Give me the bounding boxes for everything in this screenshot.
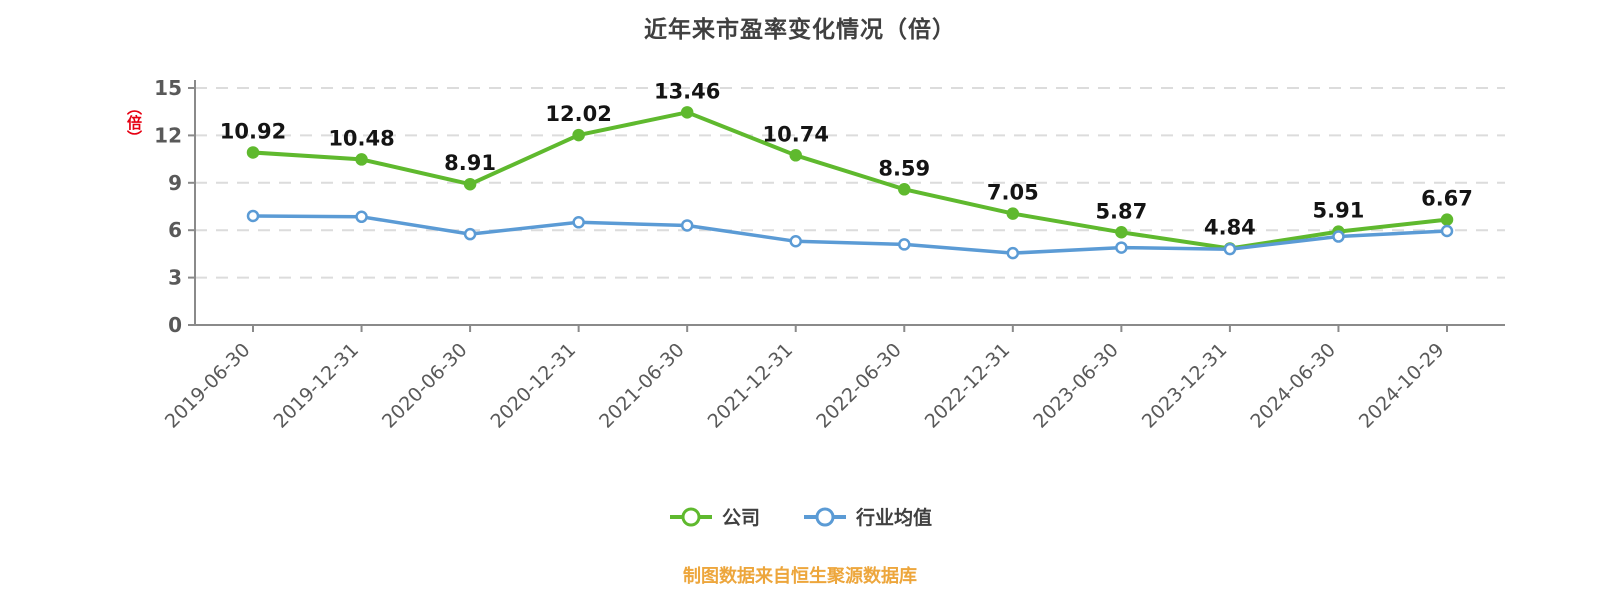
data-point-marker (680, 219, 694, 232)
data-point-marker (1440, 213, 1454, 226)
data-point-marker (355, 153, 368, 166)
data-label: 8.59 (878, 156, 930, 180)
x-tick-label: 2020-06-30 (378, 339, 472, 433)
x-tick-label: 2019-06-30 (161, 339, 255, 433)
y-axis-labels: 0 3 6 9 12 15 (154, 76, 182, 337)
legend-item-1[interactable]: 行业均值 (802, 503, 932, 530)
data-label: 10.92 (220, 119, 286, 143)
data-label: 10.74 (763, 122, 829, 146)
data-point-marker (898, 238, 911, 251)
x-tick-label: 2020-12-31 (487, 339, 581, 433)
data-label: 10.48 (328, 126, 394, 150)
x-tick-label: 2022-12-31 (921, 339, 1015, 433)
data-point-marker (246, 209, 260, 223)
data-point-marker (1223, 242, 1237, 256)
x-tick-label: 2023-06-30 (1029, 339, 1123, 433)
y-tick-label: 3 (168, 266, 182, 290)
data-point-marker (1006, 207, 1020, 220)
y-tick-label: 12 (154, 123, 182, 147)
legend-item-0[interactable]: 公司 (668, 503, 760, 530)
data-point-marker (898, 183, 911, 196)
y-tick-label: 0 (168, 313, 182, 337)
legend-marker-icon (669, 507, 712, 526)
data-label: 6.67 (1421, 187, 1473, 211)
data-label: 5.91 (1313, 199, 1365, 223)
data-point-marker (1115, 226, 1128, 239)
data-point-marker (572, 216, 585, 229)
x-tick-label: 2023-12-31 (1138, 339, 1232, 433)
chart-title: 近年来市盈率变化情况（倍） (644, 17, 956, 43)
series-公司: 10.92 10.48 8.91 12.02 13.46 10.74 8.59 7.05 5.8… (220, 79, 1473, 255)
y-tick-label: 6 (168, 218, 182, 242)
data-point-marker (789, 235, 802, 248)
data-point-marker (1440, 224, 1454, 238)
data-point-marker (680, 106, 694, 119)
data-label: 8.91 (444, 151, 496, 175)
legend-label: 公司 (721, 507, 760, 529)
data-point-marker (246, 146, 260, 159)
series-line (251, 214, 1449, 255)
data-label: 12.02 (545, 102, 611, 126)
data-point-marker (1006, 246, 1020, 260)
legend-label: 行业均值 (856, 507, 933, 529)
x-tick-label: 2022-06-30 (812, 339, 906, 433)
data-point-marker (572, 128, 585, 142)
data-label: 4.84 (1204, 216, 1256, 240)
y-axis-unit-label: （倍） (125, 100, 143, 145)
x-tick-label: 2021-12-31 (704, 339, 798, 433)
data-label: 7.05 (987, 181, 1039, 205)
x-tick-label: 2024-10-29 (1355, 339, 1449, 433)
y-tick-label: 9 (168, 171, 182, 195)
legend-marker-icon (804, 507, 846, 526)
data-point-marker (1115, 241, 1128, 254)
x-axis-labels: 2019-06-30 2019-12-31 2020-06-30 2020-12-31… (161, 325, 1449, 433)
x-tick-label: 2021-06-30 (595, 339, 689, 433)
y-tick-label: 15 (154, 76, 182, 100)
data-point-marker (355, 210, 368, 224)
data-label: 13.46 (654, 79, 720, 103)
x-tick-label: 2019-12-31 (269, 339, 363, 433)
gridlines (188, 87, 1505, 326)
data-source-note: 制图数据来自恒生聚源数据库 (683, 566, 917, 587)
data-label: 5.87 (1095, 199, 1147, 223)
legend: 公司 行业均值 (0, 503, 1600, 530)
data-point-marker (1332, 230, 1345, 243)
data-point-marker (463, 227, 477, 241)
data-point-marker (463, 177, 477, 191)
data-point-marker (789, 149, 802, 162)
series-行业均值 (246, 209, 1454, 260)
x-tick-label: 2024-06-30 (1246, 339, 1340, 433)
